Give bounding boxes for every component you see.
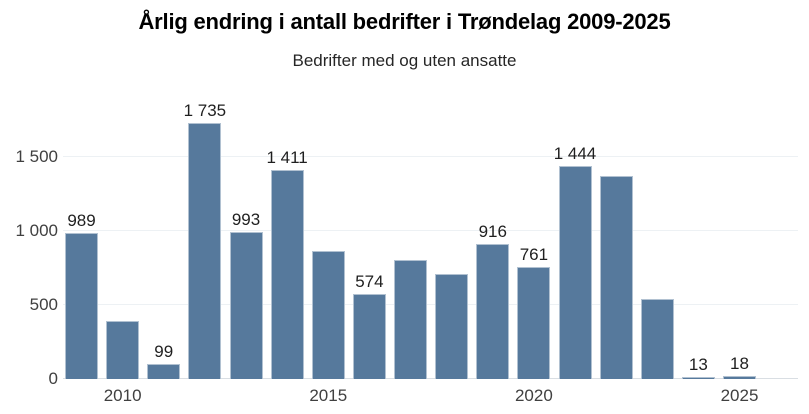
bar-label-2016: 574 — [355, 272, 384, 291]
bar-label-2024: 13 — [688, 355, 708, 374]
bar-label-2020: 761 — [519, 245, 549, 264]
chart-subtitle: Bedrifter med og uten ansatte — [292, 51, 517, 70]
bar-2025 — [723, 376, 756, 379]
bar-label-2013: 993 — [231, 210, 261, 229]
y-tick-label-0: 0 — [48, 369, 58, 388]
gridline-1500 — [63, 156, 798, 158]
bar-2020 — [517, 267, 551, 379]
bar-2018 — [435, 274, 469, 379]
gridline-1000 — [63, 230, 798, 232]
bar-label-2011: 99 — [154, 342, 174, 361]
x-axis-line — [63, 378, 798, 379]
bar-2022 — [599, 176, 633, 379]
bar-2023 — [640, 299, 674, 379]
y-tick-label-1000: 1 000 — [15, 221, 58, 241]
plot-area: 0 500 1 000 1 500 989 99 1 735 993 1 411 574 916 76… — [15, 95, 798, 405]
bar-2013 — [229, 232, 263, 379]
y-tick-label-1500: 1 500 — [15, 147, 58, 167]
bar-2015 — [311, 251, 345, 379]
bar-2014 — [270, 170, 304, 379]
bar-2010 — [106, 321, 140, 379]
bar-label-2009: 989 — [67, 211, 96, 230]
bar-2017 — [394, 260, 427, 379]
x-tick-label-2010: 2010 — [103, 386, 142, 405]
y-tick-label-500: 500 — [29, 295, 58, 315]
bar-label-2019: 916 — [478, 222, 507, 241]
bar-label-2014: 1 411 — [266, 148, 308, 167]
bar-2016 — [352, 294, 386, 379]
x-tick-label-2015: 2015 — [309, 386, 348, 405]
bar-label-2012: 1 735 — [183, 101, 227, 120]
bar-2019 — [476, 244, 510, 379]
bar-label-2025: 18 — [730, 354, 749, 373]
x-tick-label-2025: 2025 — [720, 386, 759, 405]
bar-label-2021: 1 444 — [553, 144, 597, 163]
chart-title: Årlig endring i antall bedrifter i Trønd… — [138, 9, 671, 34]
bar-2011 — [147, 364, 181, 379]
bar-2012 — [188, 123, 222, 379]
gridline-500 — [63, 304, 798, 306]
x-tick-label-2020: 2020 — [514, 386, 553, 405]
bar-2009 — [65, 233, 98, 379]
bar-2021 — [558, 166, 592, 379]
bar-2024 — [681, 377, 715, 379]
